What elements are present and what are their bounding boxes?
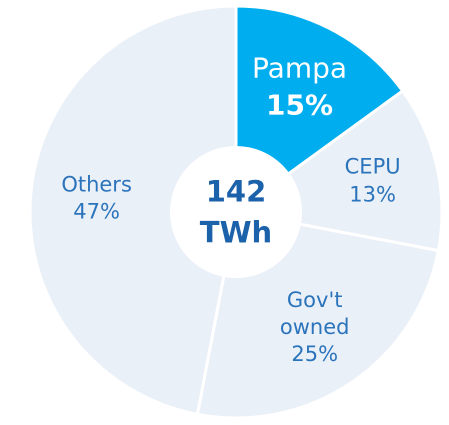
slice-label: Gov't owned 25% xyxy=(275,287,355,369)
slice-label: Pampa 15% xyxy=(235,51,365,124)
total-value: 142 xyxy=(205,174,267,209)
donut-hole xyxy=(170,146,302,278)
category-label: Gov't owned xyxy=(279,287,350,340)
center-label: 142 TWh xyxy=(200,171,272,252)
value-label: 15% xyxy=(266,88,334,122)
total-unit: TWh xyxy=(199,215,273,249)
value-label: 25% xyxy=(291,342,339,367)
slice xyxy=(28,4,238,417)
category-label: CEPU xyxy=(344,155,401,180)
category-label: Others xyxy=(61,172,132,197)
value-label: 47% xyxy=(73,199,120,224)
value-label: 13% xyxy=(349,182,396,207)
slice-label: CEPU 13% xyxy=(333,154,413,209)
slice-label: Others 47% xyxy=(57,172,137,227)
slice xyxy=(234,4,405,215)
category-label: Pampa xyxy=(252,51,348,85)
